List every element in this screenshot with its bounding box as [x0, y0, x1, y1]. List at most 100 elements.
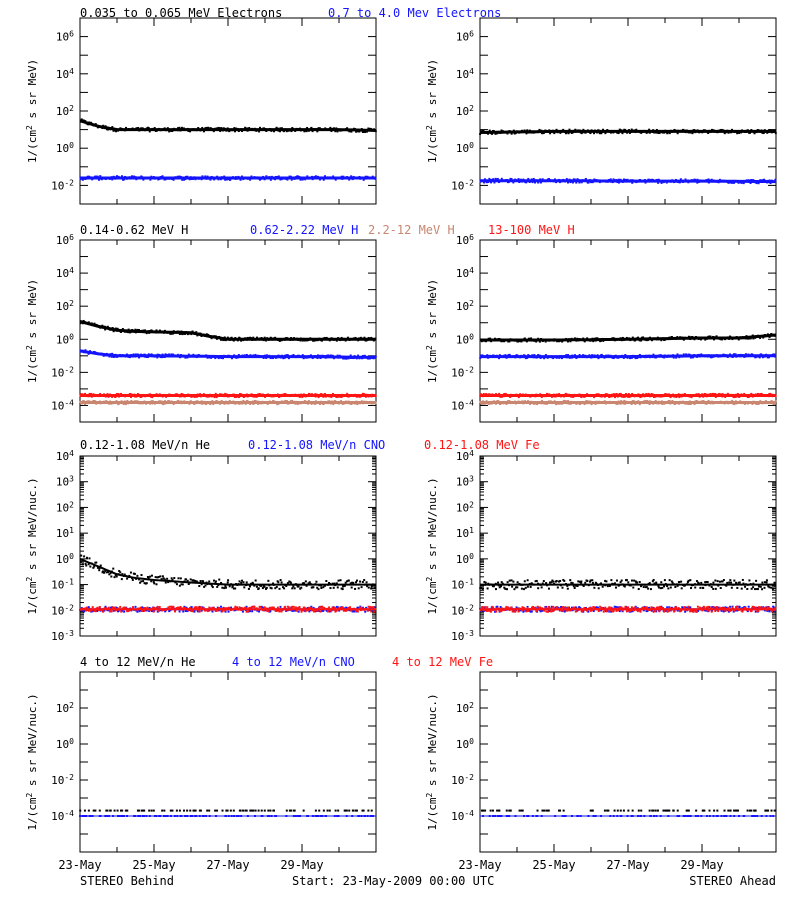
data-point [537, 181, 540, 184]
data-point [643, 605, 646, 608]
data-point [714, 587, 717, 590]
data-point [676, 584, 679, 587]
y-tick-label: 104 [56, 66, 74, 81]
data-point [205, 333, 208, 336]
data-point [251, 610, 254, 613]
data-point [206, 610, 209, 613]
data-point [325, 580, 328, 583]
data-point [623, 585, 626, 588]
data-point [561, 340, 564, 343]
data-point [494, 588, 497, 591]
data-point [187, 353, 190, 356]
data-point [736, 609, 739, 612]
data-point [329, 609, 332, 612]
data-point [335, 396, 338, 399]
data-point [741, 578, 744, 581]
data-point [89, 565, 92, 568]
series-red [79, 605, 377, 613]
data-point [95, 561, 98, 564]
data-point [642, 609, 645, 612]
data-point [340, 587, 343, 590]
data-point [301, 582, 304, 585]
data-point [223, 609, 226, 612]
data-point [308, 610, 311, 613]
data-point [240, 606, 243, 609]
data-point [314, 610, 317, 613]
data-point [482, 129, 485, 132]
data-point [523, 337, 526, 340]
data-point [200, 583, 203, 586]
data-point [765, 606, 768, 609]
data-point [350, 586, 353, 589]
y-tick-label: 102 [456, 500, 474, 515]
series-red [79, 392, 377, 399]
data-point [128, 392, 131, 395]
data-point [258, 126, 261, 129]
data-point [96, 566, 99, 569]
data-point [182, 610, 185, 613]
data-point [633, 579, 636, 582]
data-point [485, 609, 488, 612]
y-tick-label: 10-2 [451, 603, 474, 618]
data-point [528, 609, 531, 612]
data-point [242, 581, 245, 584]
data-point [619, 581, 622, 584]
data-point [763, 586, 766, 589]
y-axis-label: 1/(cm2 s sr MeV/nuc.) [425, 477, 440, 614]
data-point [648, 582, 651, 585]
data-point [648, 606, 651, 609]
data-point [167, 581, 170, 584]
data-point [335, 582, 338, 585]
data-point [496, 605, 499, 608]
data-point [620, 579, 623, 582]
data-point [758, 356, 761, 359]
data-point [349, 606, 352, 609]
data-point [370, 606, 373, 609]
data-point [263, 585, 266, 588]
data-point [329, 587, 332, 590]
data-point [332, 403, 335, 406]
data-point [578, 606, 581, 609]
data-point [214, 580, 217, 583]
data-point [675, 356, 678, 359]
data-point [277, 175, 280, 178]
data-point [333, 606, 336, 609]
data-point [541, 399, 544, 402]
data-point [652, 353, 655, 356]
data-point [304, 580, 307, 583]
data-point [648, 128, 651, 131]
data-point [94, 610, 97, 613]
data-point [676, 609, 679, 612]
data-point [666, 606, 669, 609]
data-point [276, 609, 279, 612]
data-point [84, 349, 87, 352]
data-point [155, 329, 158, 332]
data-point [563, 610, 566, 613]
data-point [631, 610, 634, 613]
data-point [483, 181, 486, 184]
data-point [126, 577, 129, 580]
data-point [752, 337, 755, 340]
data-point [576, 584, 579, 587]
y-tick-label: 10-1 [451, 577, 474, 592]
data-point [597, 587, 600, 590]
data-point [678, 396, 681, 399]
data-point [587, 181, 590, 184]
data-point [138, 356, 141, 359]
y-axis-label: 1/(cm2 s sr MeV) [25, 59, 40, 163]
data-point [750, 392, 753, 395]
data-point [567, 181, 570, 184]
data-point [756, 606, 759, 609]
data-point [544, 340, 547, 343]
data-point [304, 610, 307, 613]
data-point [545, 582, 548, 585]
data-point [244, 126, 247, 129]
series-trend-line [79, 557, 376, 586]
data-point [353, 610, 356, 613]
data-point [244, 607, 247, 610]
data-point [678, 581, 681, 584]
data-point [749, 181, 752, 184]
